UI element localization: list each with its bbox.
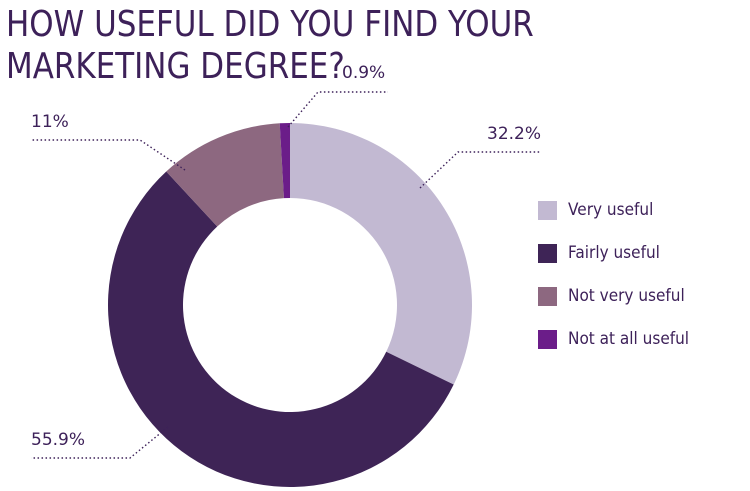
leader-line-not-very-useful — [31, 139, 186, 171]
legend-swatch — [538, 200, 557, 220]
leader-line-very-useful — [419, 151, 540, 189]
legend-label: Very useful — [568, 200, 654, 220]
legend-label: Fairly useful — [568, 243, 660, 263]
chart-legend: Very useful Fairly useful Not very useful N… — [538, 199, 743, 371]
slice-fairly-useful — [108, 171, 454, 487]
legend-item-not-very-useful: Not very useful — [538, 285, 743, 307]
legend-swatch — [538, 243, 557, 263]
slice-very-useful — [290, 123, 472, 385]
slice-not-very-useful — [166, 123, 284, 227]
slice-not-at-all-useful — [279, 123, 290, 199]
data-label-fairly-useful: 55.9% — [31, 430, 85, 450]
leader-lines — [31, 91, 540, 459]
legend-label: Not very useful — [568, 286, 685, 306]
leader-line-not-at-all-useful — [287, 91, 388, 128]
legend-label: Not at all useful — [568, 329, 690, 349]
data-labels: 32.2% 55.9% 11% 0.9% — [31, 63, 541, 450]
legend-item-very-useful: Very useful — [538, 199, 743, 221]
data-label-very-useful: 32.2% — [487, 124, 541, 144]
chart-title: HOW USEFUL DID YOU FIND YOUR MARKETING D… — [6, 4, 534, 87]
legend-swatch — [538, 329, 557, 349]
data-label-not-very-useful: 11% — [31, 112, 69, 132]
legend-swatch — [538, 286, 557, 306]
data-label-not-at-all-useful: 0.9% — [342, 63, 385, 83]
legend-item-not-at-all-useful: Not at all useful — [538, 328, 743, 350]
leader-line-fairly-useful — [31, 426, 169, 459]
donut-slices — [108, 123, 472, 487]
legend-item-fairly-useful: Fairly useful — [538, 242, 743, 264]
